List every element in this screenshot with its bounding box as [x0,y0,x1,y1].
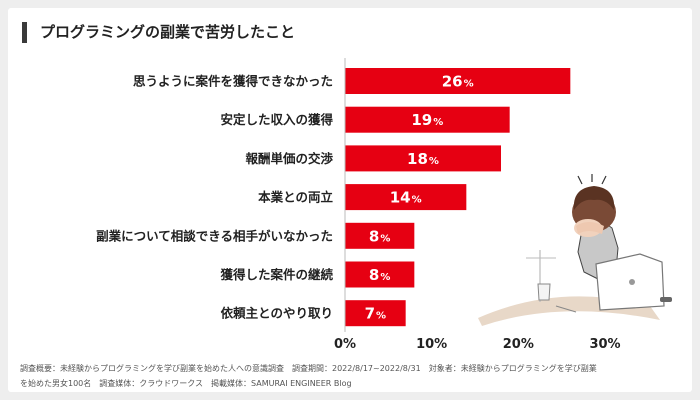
category-label: 副業について相談できる相手がいなかった [96,228,333,243]
bar [345,261,415,288]
bars-group: 思うように案件を獲得できなかった 26% 安定した収入の獲得 19% 報酬単価の交渉 18… [96,58,571,332]
bar [345,184,467,211]
x-axis-ticks: 0% 10% 20% 30% [334,337,621,352]
stressed-person-illustration [478,174,672,326]
x-tick-label: 30% [589,337,620,352]
bar [345,222,415,249]
footer-line-2: を始めた男女100名 調査媒体：クラウドワークス 掲載媒体：SAMURAI EN… [20,379,352,388]
category-label: 依頼主とのやり取り [221,306,333,321]
category-label: 思うように案件を獲得できなかった [133,74,333,89]
footer-line-1: 調査概要：未経験からプログラミングを学び副業を始めた人への意識調査 調査期間：2… [20,364,597,373]
chart-title: プログラミングの副業で苦労したこと [40,23,296,41]
category-label: 本業との両立 [258,190,333,205]
data-label: 14% [390,189,422,207]
category-label: 獲得した案件の継続 [220,267,333,282]
footer-note: 調査概要：未経験からプログラミングを学び副業を始めた人への意識調査 調査期間：2… [20,361,680,391]
data-label: 8% [369,227,390,245]
category-label: 安定した収入の獲得 [220,112,333,127]
bar [345,106,510,133]
bar [345,300,406,327]
data-label: 8% [369,266,390,284]
data-label: 7% [365,305,386,323]
title-accent-bar [22,22,27,43]
x-tick-label: 20% [503,337,534,352]
x-tick-label: 10% [416,337,447,352]
bar [345,68,571,94]
x-tick-label: 0% [334,337,356,352]
data-label: 26% [442,73,474,91]
data-label: 18% [407,150,439,168]
category-label: 報酬単価の交渉 [245,151,333,166]
bar [345,145,501,172]
data-label: 19% [411,111,443,129]
